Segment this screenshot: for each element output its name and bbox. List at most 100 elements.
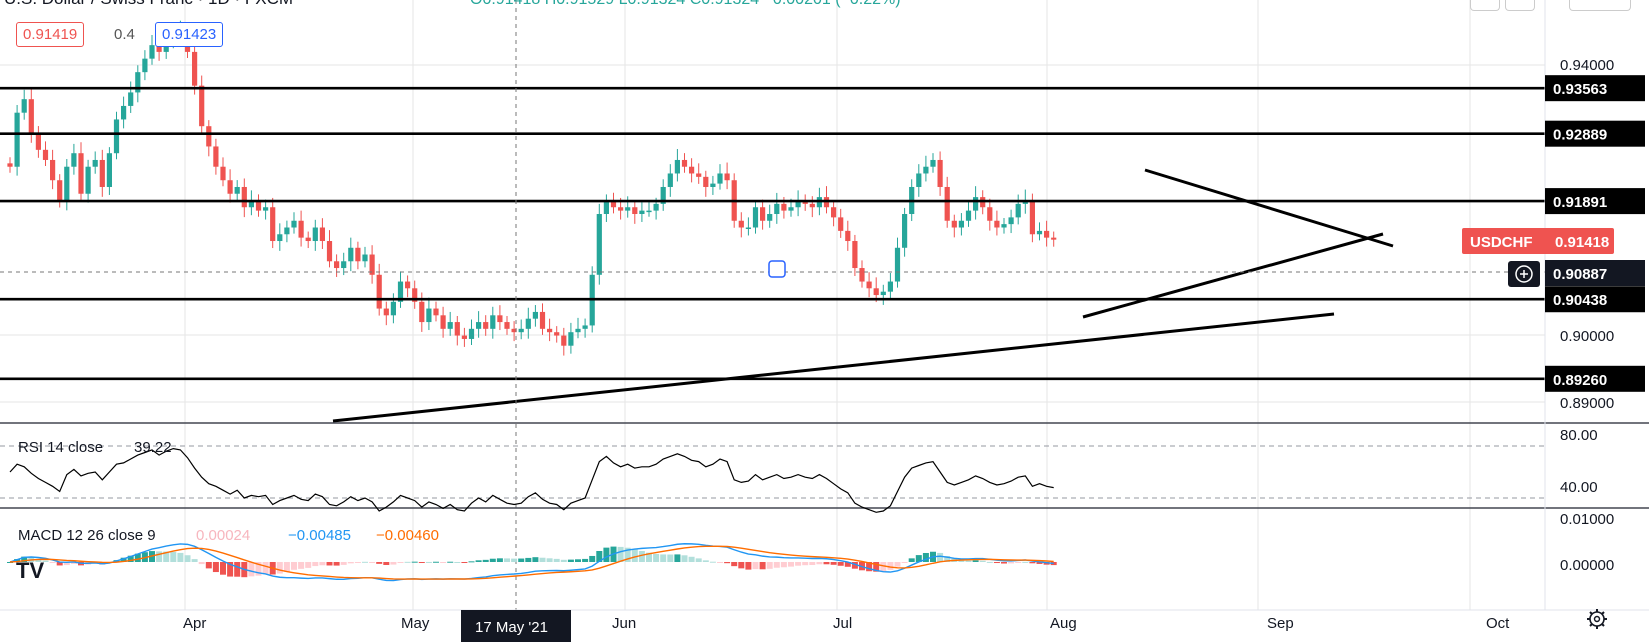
candle-body [412,288,418,302]
macd-hist-bar [937,552,944,562]
triangle-upper-line[interactable] [1144,168,1394,248]
candle-body [930,159,936,167]
macd-hist-bar [844,562,851,567]
crosshair-marker[interactable] [768,260,786,278]
candle-body [319,227,325,242]
candle-body [561,335,567,346]
candle-body [263,207,269,211]
settings-gear-icon[interactable] [1587,609,1607,629]
buy-price-box[interactable]: 0.91423 [155,22,224,47]
price-tick-3: 0.89000 [1560,395,1614,412]
trendlines[interactable] [332,168,1394,423]
candle-body [447,322,453,329]
macd-hist-bar [993,562,1000,564]
macd-hist-bar [482,559,489,562]
candle-body [106,153,112,187]
add-alert-button[interactable] [1508,261,1540,287]
macd-hist-bar [887,562,894,570]
support-resistance-levels[interactable] [0,86,1545,381]
candle-body [582,325,588,329]
fullscreen-toggle-button[interactable] [1505,0,1535,11]
candle-body [1029,200,1035,235]
candle-body [57,180,63,201]
macd-hist-bar [518,558,525,562]
candle-body [532,311,538,319]
crosshair-date: 17 May '21 [475,619,548,636]
candle-body [156,45,162,52]
layout-toggle-button[interactable] [1470,0,1500,11]
macd-hist-bar [390,562,397,565]
sell-price-box[interactable]: 0.91419 [16,22,85,47]
macd-hist-bar [1001,562,1007,564]
candle-body [454,322,460,336]
candle-body [887,281,893,292]
candle-body [7,163,13,167]
macd-hist-bar [411,561,418,563]
candle-body [291,220,297,228]
candle-body [334,261,340,269]
candle-body [28,99,34,133]
candle-body [987,207,993,221]
ohlc-readout: O0.91418 H0.91529 L0.91324 C0.91324 −0.0… [470,0,901,8]
macd-hist-bar [894,562,901,567]
candle-body [42,149,49,160]
macd-tick-0: 0.00000 [1560,557,1614,574]
candle-body [880,291,886,296]
macd-label: MACD 12 26 close 9 [18,527,156,544]
candle-body [270,207,276,242]
candle-body [838,217,844,231]
candle-body [497,315,503,323]
candle-body [923,166,929,174]
macd-hist-bar [489,558,496,562]
candle-body [674,159,680,174]
candle-body [128,92,134,106]
candle-body [831,207,837,218]
candle-body [234,186,240,194]
candle-body [99,159,105,187]
candle-body [767,214,773,221]
ticker-badge[interactable] [1462,228,1614,254]
macd-hist-bar [298,562,305,569]
candle-body [639,210,645,214]
macd-hist-bar [702,560,709,562]
long-uptrend-line[interactable] [332,312,1335,423]
macd-value: −0.00485 [288,527,351,544]
candle-body [504,322,510,329]
candle-body [681,159,688,167]
candle-body [199,85,205,127]
level-price: 0.90438 [1553,292,1607,309]
macd-hist-bar [177,552,184,562]
candle-body [121,105,127,120]
macd-hist-bar [248,562,255,577]
macd-hist-bar [802,562,809,566]
candle-body [873,288,879,296]
candle-body [717,173,723,184]
candle-body [1036,230,1043,235]
candle-body [468,328,475,339]
crosshair-date-badge [461,610,571,642]
macd-hist-bar [326,562,333,566]
time-tick-oct: Oct [1486,615,1510,632]
candle-body [738,220,744,228]
candle-body [937,159,943,187]
price-scale-menu[interactable] [1569,0,1631,11]
macd-hist-bar [340,562,347,565]
macd-hist-bar [766,562,773,569]
macd-hist-bar [908,558,915,562]
macd-hist-bar [475,560,482,562]
macd-hist-bar [738,562,745,569]
macd-hist-bar [21,556,28,562]
macd-hist-bar [376,562,383,564]
macd-hist-bar [646,552,652,562]
candle-body [653,203,659,211]
time-tick-sep: Sep [1267,615,1294,632]
candle-body [113,119,120,154]
spread-value: 0.4 [114,26,135,43]
candle-body [433,308,439,316]
macd-hist-value: 0.00024 [196,527,250,544]
candle-body [809,203,815,208]
triangle-lower-line[interactable] [1082,232,1384,319]
tradingview-logo-icon: TV [16,558,44,583]
macd-hist-bar [418,562,425,563]
